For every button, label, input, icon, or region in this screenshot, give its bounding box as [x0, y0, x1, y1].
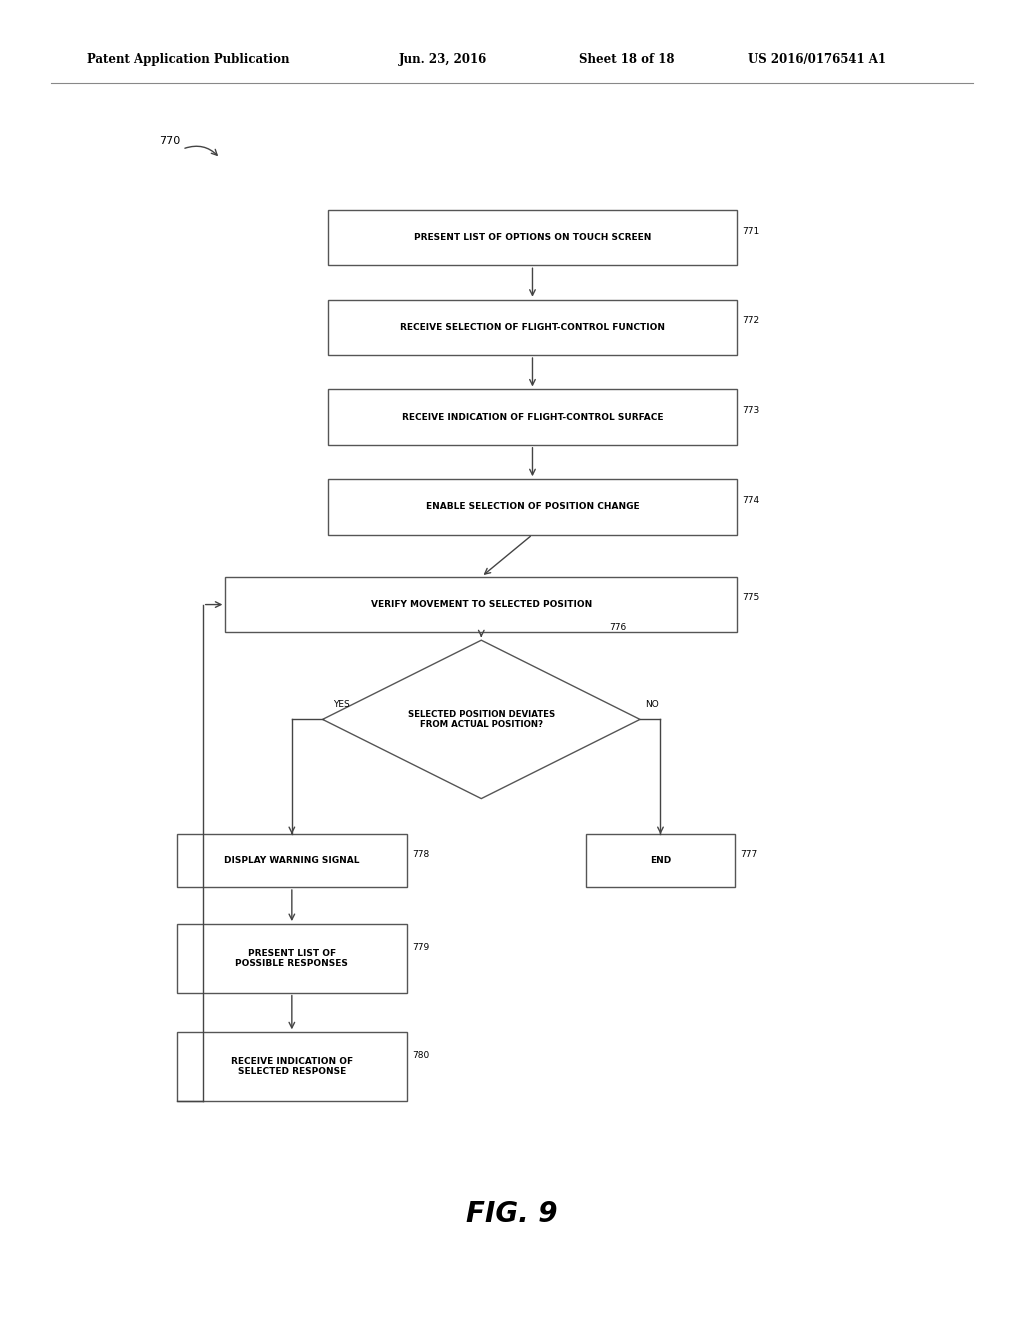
- Text: RECEIVE INDICATION OF
SELECTED RESPONSE: RECEIVE INDICATION OF SELECTED RESPONSE: [230, 1057, 353, 1076]
- Text: RECEIVE INDICATION OF FLIGHT-CONTROL SURFACE: RECEIVE INDICATION OF FLIGHT-CONTROL SUR…: [401, 413, 664, 421]
- FancyBboxPatch shape: [176, 1032, 407, 1101]
- FancyBboxPatch shape: [328, 389, 737, 445]
- FancyBboxPatch shape: [328, 300, 737, 355]
- FancyBboxPatch shape: [176, 834, 407, 887]
- Text: VERIFY MOVEMENT TO SELECTED POSITION: VERIFY MOVEMENT TO SELECTED POSITION: [371, 601, 592, 609]
- Text: RECEIVE SELECTION OF FLIGHT-CONTROL FUNCTION: RECEIVE SELECTION OF FLIGHT-CONTROL FUNC…: [400, 323, 665, 331]
- Text: 777: 777: [739, 850, 757, 858]
- FancyBboxPatch shape: [328, 479, 737, 535]
- Text: NO: NO: [645, 700, 658, 709]
- Text: 775: 775: [742, 594, 760, 602]
- FancyBboxPatch shape: [225, 577, 737, 632]
- Text: PRESENT LIST OF
POSSIBLE RESPONSES: PRESENT LIST OF POSSIBLE RESPONSES: [236, 949, 348, 968]
- Text: 776: 776: [609, 623, 627, 631]
- Text: END: END: [650, 857, 671, 865]
- FancyBboxPatch shape: [328, 210, 737, 265]
- Text: PRESENT LIST OF OPTIONS ON TOUCH SCREEN: PRESENT LIST OF OPTIONS ON TOUCH SCREEN: [414, 234, 651, 242]
- Text: FIG. 9: FIG. 9: [466, 1200, 558, 1229]
- Text: 772: 772: [742, 317, 760, 325]
- Text: US 2016/0176541 A1: US 2016/0176541 A1: [748, 53, 886, 66]
- Text: 774: 774: [742, 496, 760, 504]
- Text: 770: 770: [159, 136, 180, 147]
- Text: 778: 778: [412, 850, 429, 858]
- Text: Sheet 18 of 18: Sheet 18 of 18: [579, 53, 674, 66]
- Text: DISPLAY WARNING SIGNAL: DISPLAY WARNING SIGNAL: [224, 857, 359, 865]
- Text: ENABLE SELECTION OF POSITION CHANGE: ENABLE SELECTION OF POSITION CHANGE: [426, 503, 639, 511]
- Text: SELECTED POSITION DEVIATES
FROM ACTUAL POSITION?: SELECTED POSITION DEVIATES FROM ACTUAL P…: [408, 710, 555, 729]
- Text: Jun. 23, 2016: Jun. 23, 2016: [399, 53, 487, 66]
- Polygon shape: [323, 640, 640, 799]
- Text: Patent Application Publication: Patent Application Publication: [87, 53, 290, 66]
- Text: 773: 773: [742, 407, 760, 414]
- Text: YES: YES: [333, 700, 349, 709]
- Text: 780: 780: [412, 1052, 429, 1060]
- FancyBboxPatch shape: [176, 924, 407, 993]
- FancyBboxPatch shape: [586, 834, 735, 887]
- Text: 779: 779: [412, 944, 429, 952]
- Text: 771: 771: [742, 227, 760, 235]
